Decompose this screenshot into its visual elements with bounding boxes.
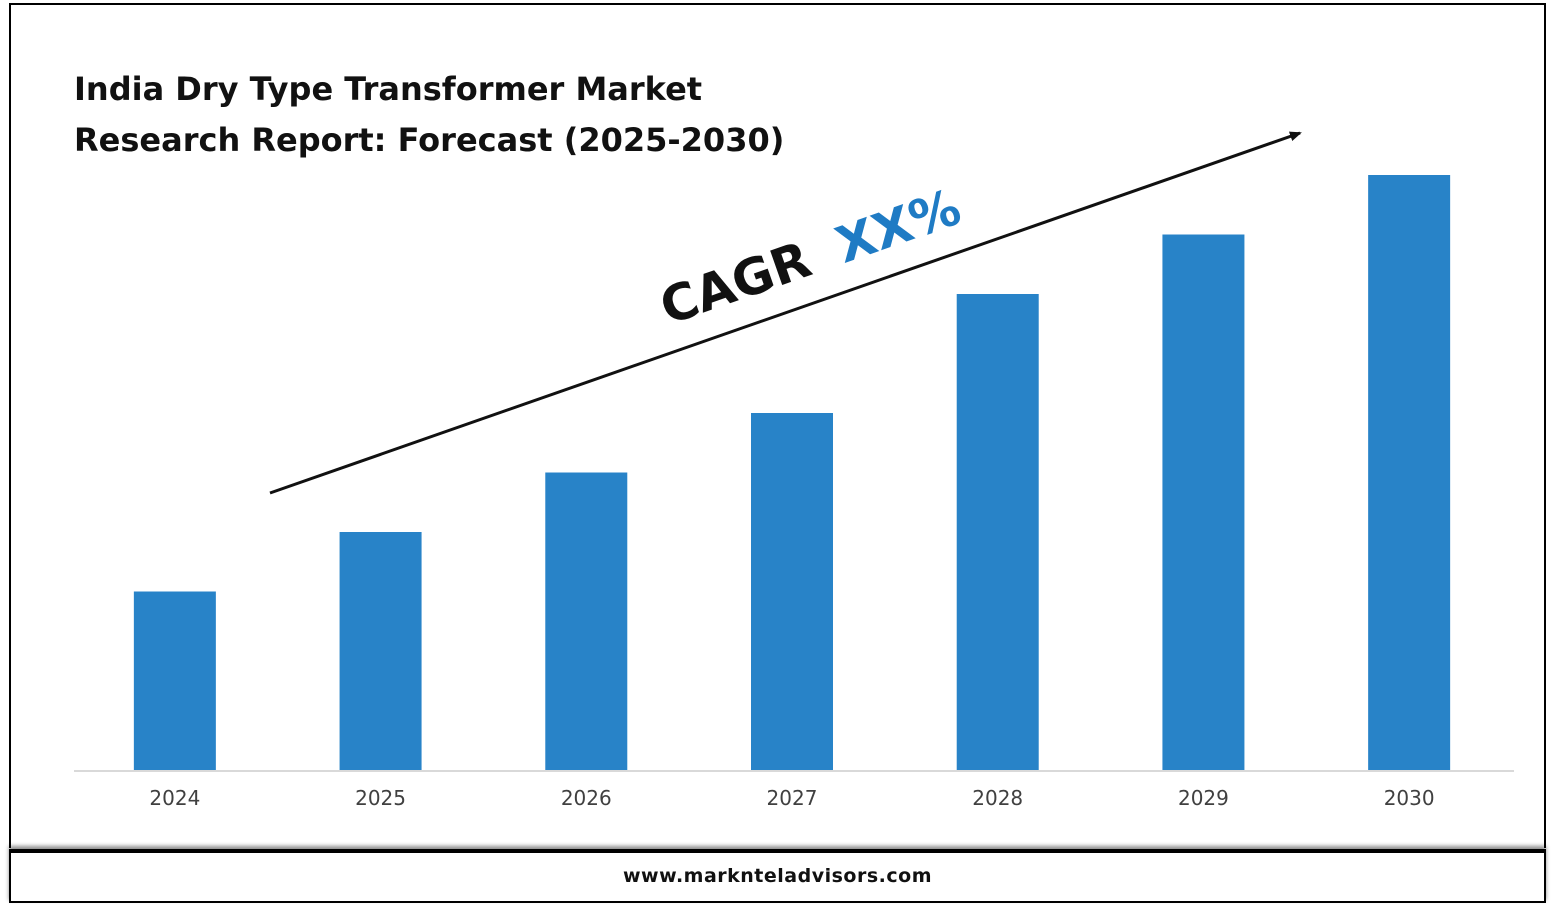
x-tick-label-2028: 2028 bbox=[972, 786, 1023, 810]
x-tick-label-2029: 2029 bbox=[1178, 786, 1229, 810]
x-tick-label-2027: 2027 bbox=[767, 786, 818, 810]
x-tick-label-2024: 2024 bbox=[149, 786, 200, 810]
chart-title: India Dry Type Transformer Market Resear… bbox=[74, 64, 854, 166]
cagr-annotation: CAGR XX% bbox=[653, 178, 968, 336]
trend-arrow bbox=[269, 131, 1302, 495]
x-tick-label-2030: 2030 bbox=[1384, 786, 1435, 810]
chart-title-line-2: Research Report: Forecast (2025-2030) bbox=[74, 121, 785, 159]
cagr-value: XX% bbox=[829, 178, 968, 275]
chart-title-line-1: India Dry Type Transformer Market bbox=[74, 70, 703, 108]
website-link[interactable]: www.marknteladvisors.com bbox=[623, 865, 932, 887]
footer-bar: www.marknteladvisors.com bbox=[9, 849, 1546, 903]
bar-series bbox=[133, 175, 1451, 770]
x-tick-label-2025: 2025 bbox=[355, 786, 406, 810]
x-tick-label-2026: 2026 bbox=[561, 786, 612, 810]
bar-2025 bbox=[339, 532, 422, 770]
bar-2030 bbox=[1368, 175, 1451, 770]
cagr-label: CAGR bbox=[653, 230, 818, 336]
bar-2026 bbox=[545, 472, 628, 770]
bar-2029 bbox=[1162, 234, 1245, 770]
bar-2027 bbox=[751, 413, 833, 770]
x-axis-ticks: 2024 2025 2026 2027 2028 2029 2030 bbox=[149, 786, 1434, 810]
bar-2028 bbox=[956, 294, 1039, 770]
bar-2024 bbox=[133, 591, 216, 770]
